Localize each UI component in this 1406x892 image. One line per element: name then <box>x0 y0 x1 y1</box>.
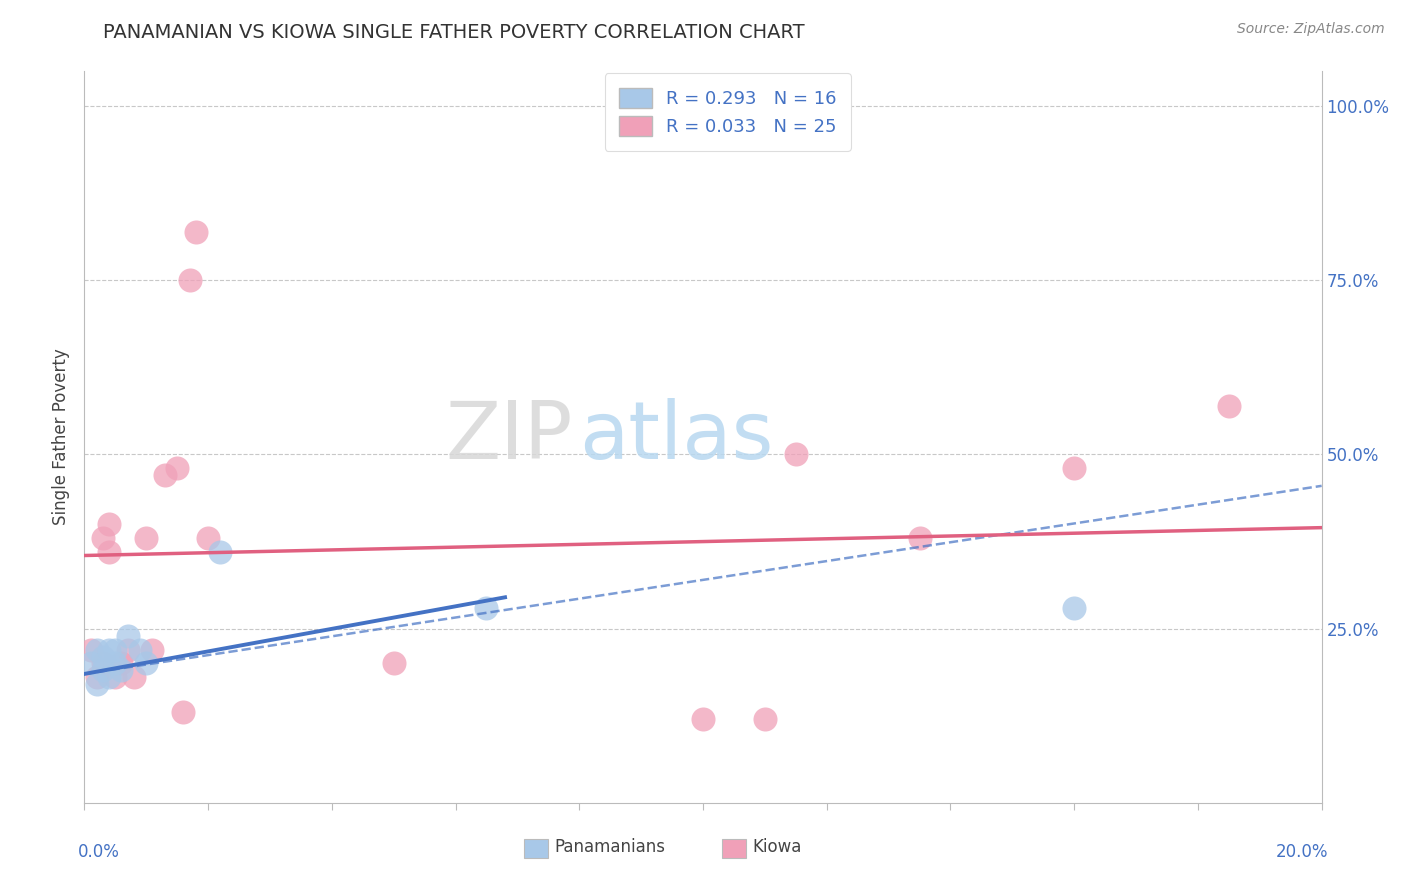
Point <box>98 670 121 684</box>
Point <box>382 657 405 671</box>
Point <box>86 642 108 657</box>
Point <box>785 448 807 462</box>
Text: Panamanians: Panamanians <box>554 838 665 855</box>
Text: 20.0%: 20.0% <box>1275 843 1327 861</box>
Point <box>122 670 145 684</box>
Point <box>166 461 188 475</box>
Point <box>754 712 776 726</box>
Text: atlas: atlas <box>579 398 773 476</box>
Point <box>98 642 121 657</box>
Point <box>908 531 931 545</box>
Point <box>179 273 201 287</box>
Point <box>104 642 127 657</box>
Point <box>91 657 114 671</box>
Point <box>110 657 132 671</box>
Point <box>184 225 207 239</box>
Point <box>104 657 127 671</box>
Point <box>135 531 157 545</box>
Point <box>475 600 498 615</box>
Point <box>98 517 121 532</box>
Point <box>79 642 101 657</box>
Point <box>86 670 108 684</box>
FancyBboxPatch shape <box>523 839 548 858</box>
Point <box>1063 600 1085 615</box>
Point <box>153 468 176 483</box>
Point <box>98 545 121 559</box>
Point <box>104 670 127 684</box>
Point <box>172 705 194 719</box>
FancyBboxPatch shape <box>721 839 747 858</box>
Point <box>110 664 132 678</box>
Point <box>1063 461 1085 475</box>
Y-axis label: Single Father Poverty: Single Father Poverty <box>52 349 70 525</box>
Point <box>692 712 714 726</box>
Legend: R = 0.293   N = 16, R = 0.033   N = 25: R = 0.293 N = 16, R = 0.033 N = 25 <box>605 73 851 151</box>
Point <box>79 657 101 671</box>
Text: Kiowa: Kiowa <box>752 838 801 855</box>
Point <box>117 629 139 643</box>
Point <box>197 531 219 545</box>
Text: ZIP: ZIP <box>446 398 574 476</box>
Text: PANAMANIAN VS KIOWA SINGLE FATHER POVERTY CORRELATION CHART: PANAMANIAN VS KIOWA SINGLE FATHER POVERT… <box>103 23 804 42</box>
Point <box>209 545 232 559</box>
Point <box>1218 399 1240 413</box>
Text: 0.0%: 0.0% <box>79 843 120 861</box>
Point <box>117 642 139 657</box>
Point <box>91 531 114 545</box>
Point <box>129 642 152 657</box>
Point <box>91 649 114 664</box>
Text: Source: ZipAtlas.com: Source: ZipAtlas.com <box>1237 22 1385 37</box>
Point <box>86 677 108 691</box>
Point <box>91 664 114 678</box>
Point <box>135 657 157 671</box>
Point <box>141 642 163 657</box>
